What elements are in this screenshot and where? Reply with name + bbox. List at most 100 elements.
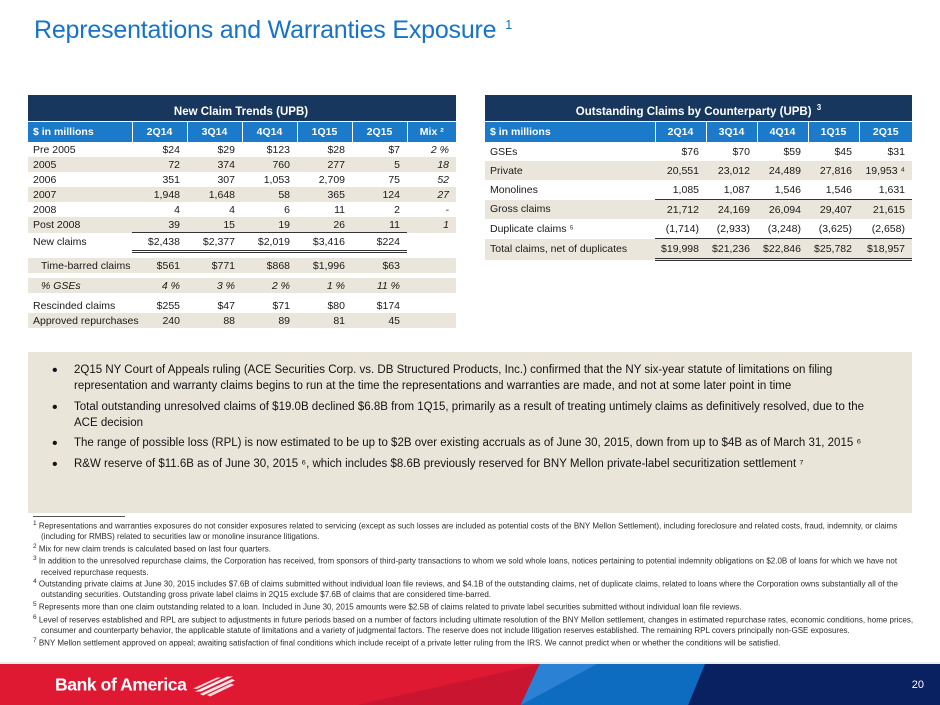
bofa-logo-text: Bank of America (55, 674, 187, 694)
spacer-cell (28, 273, 456, 278)
table-cell: 24,489 (768, 164, 801, 177)
footnote: 5 Represents more than one claim outstan… (33, 601, 742, 613)
table-cell: 1,648 (208, 188, 235, 201)
table-cell: 26 (333, 218, 345, 231)
table-cell: 21,712 (666, 203, 699, 216)
footnote-number: 5 (33, 601, 37, 609)
caption-text: New Claim Trends (UPB) (173, 105, 309, 118)
table-cell: 1,631 (859, 180, 912, 200)
highlights-panel: 2Q15 NY Court of Appeals ruling (ACE Sec… (28, 352, 912, 513)
table-cell: 277 (327, 158, 345, 171)
bofa-logo: Bank of America (55, 672, 236, 697)
table-cell: $80 (327, 299, 345, 312)
table-cell: $71 (272, 299, 290, 312)
table-row: Pre 2005 $24 $29 $123 $28 $7 2 % (28, 142, 456, 157)
table-cell: 6 (284, 203, 290, 216)
table-cell: 24,169 (717, 203, 750, 216)
table-cell: $7 (388, 143, 400, 156)
table-cell: $2,019 (242, 232, 297, 253)
table-row: New claims $2,438 $2,377 $2,019 $3,416 $224 (28, 232, 456, 253)
table-cell: (2,658) (859, 219, 912, 239)
table-cell: 89 (278, 314, 290, 327)
table-cell: 1 (443, 218, 449, 231)
footnote: 2 Mix for new claim trends is calculated… (33, 542, 271, 554)
table-cell: 11 (334, 203, 345, 216)
table-row: GSEs $76 $70 $59 $45 $31 (485, 142, 912, 161)
table-cell: $2,438 (132, 232, 187, 253)
row-label: Monolines (490, 183, 538, 196)
table-row: Gross claims 21,712 24,169 26,094 29,407 21,6… (485, 199, 912, 219)
table-cell: (3,248) (757, 219, 808, 239)
table-cell: 1,053 (263, 173, 290, 186)
table-cell: 4 % (161, 279, 180, 292)
column-header: 3Q14 (705, 122, 757, 142)
table-cell: 2 % (271, 279, 290, 292)
bullet-item: The range of possible loss (RPL) is now … (42, 433, 890, 455)
table-cell: 3 % (216, 279, 235, 292)
table-cell: 29,407 (819, 203, 852, 216)
table-row: 2005 72 374 760 277 5 18 (28, 157, 456, 172)
table-cell: $76 (681, 145, 699, 158)
page-number: 20 (911, 678, 924, 691)
column-header: 3Q14 (186, 122, 242, 142)
table-cell: 124 (382, 188, 400, 201)
table-cell: $3,416 (297, 232, 352, 253)
table-cell: $2,377 (187, 232, 242, 253)
table-row: 2008 4 4 6 11 2 - (28, 202, 456, 217)
table-cell (407, 298, 456, 313)
footer-bar: Bank of America 20 (0, 662, 940, 705)
new-claim-trends-table: New Claim Trends (UPB) $ in millions 2Q14… (28, 95, 456, 328)
table-cell: 2 % (430, 143, 449, 156)
table-cell: $59 (783, 145, 801, 158)
table-cell: $70 (732, 145, 750, 158)
table-cell: $1,996 (312, 259, 345, 272)
table-cell: (2,933) (706, 219, 757, 239)
page-title-footnote-ref: 1 (505, 16, 513, 32)
table-row: Approved repurchases 240 88 89 81 45 (28, 313, 456, 328)
table-cell: $868 (266, 259, 290, 272)
table-row: Rescinded claims $255 $47 $71 $80 $174 (28, 298, 456, 313)
table-cell: $224 (352, 232, 407, 253)
table-cell (407, 278, 456, 293)
row-label: Approved repurchases (33, 314, 139, 327)
table-row: 2006 351 307 1,053 2,709 75 52 (28, 172, 456, 187)
table-cell: 11 % (376, 279, 400, 292)
table-cell: $24 (162, 143, 180, 156)
table-cell: 21,615 (872, 203, 905, 216)
table-cell: $561 (156, 259, 180, 272)
table-cell: 45 (388, 314, 400, 327)
row-label: Pre 2005 (33, 143, 76, 156)
spacer-cell (28, 251, 456, 258)
data-table: $ in millions 2Q14 3Q14 4Q14 1Q15 2Q15 Mix ² Pr… (28, 122, 456, 328)
table-cell: $174 (376, 299, 400, 312)
table-cell: 58 (278, 188, 290, 201)
bullet-item: Total outstanding unresolved claims of $… (42, 397, 890, 432)
column-header: 4Q14 (241, 122, 297, 142)
table-cell: (3,625) (808, 219, 859, 239)
column-header: $ in millions (28, 122, 132, 142)
table-cell: 18 (437, 158, 449, 171)
table-cell: $19,998 (655, 238, 706, 261)
row-label: Duplicate claims ⁵ (490, 222, 574, 235)
table-row (28, 251, 456, 258)
table-cell: 52 (437, 173, 449, 186)
outstanding-claims-table: Outstanding Claims by Counterparty (UPB)… (485, 95, 912, 261)
caption-footnote-ref: 3 (816, 103, 822, 112)
new-claim-trends-caption: New Claim Trends (UPB) (28, 95, 456, 122)
table-row: Post 2008 39 15 19 26 11 1 (28, 217, 456, 233)
row-label: 2006 (33, 173, 57, 186)
row-label: % GSEs (41, 279, 81, 292)
table-cell: 72 (168, 158, 180, 171)
table-cell: 19,953 ⁴ (865, 164, 905, 177)
table-cell: 11 (389, 218, 400, 231)
footnote: 1 Representations and warranties exposur… (33, 520, 898, 542)
table-cell: 39 (168, 218, 180, 231)
column-header: 2Q15 (351, 122, 407, 142)
table-row: Private 20,551 23,012 24,489 27,816 19,953 ⁴ (485, 161, 912, 180)
table-cell: 1,087 (706, 180, 757, 200)
table-cell: $63 (382, 259, 400, 272)
column-header: $ in millions (485, 122, 655, 142)
table-cell: 1 % (326, 279, 345, 292)
footnote-number: 1 (33, 520, 37, 527)
bullet-item: R&W reserve of $11.6B as of June 30, 201… (42, 454, 890, 476)
